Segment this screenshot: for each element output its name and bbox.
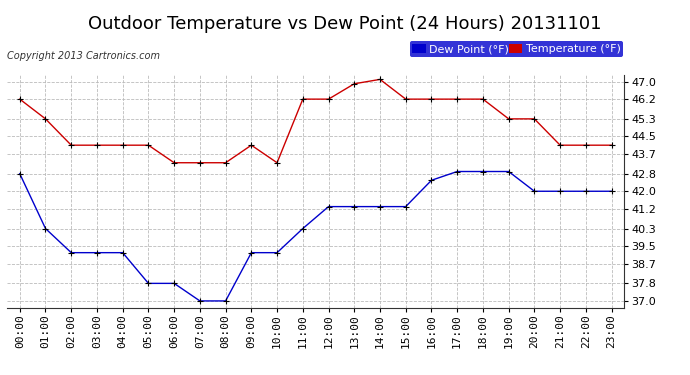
Legend: Dew Point (°F), Temperature (°F): Dew Point (°F), Temperature (°F) [410, 41, 623, 57]
Text: Outdoor Temperature vs Dew Point (24 Hours) 20131101: Outdoor Temperature vs Dew Point (24 Hou… [88, 15, 602, 33]
Text: Copyright 2013 Cartronics.com: Copyright 2013 Cartronics.com [7, 51, 160, 61]
